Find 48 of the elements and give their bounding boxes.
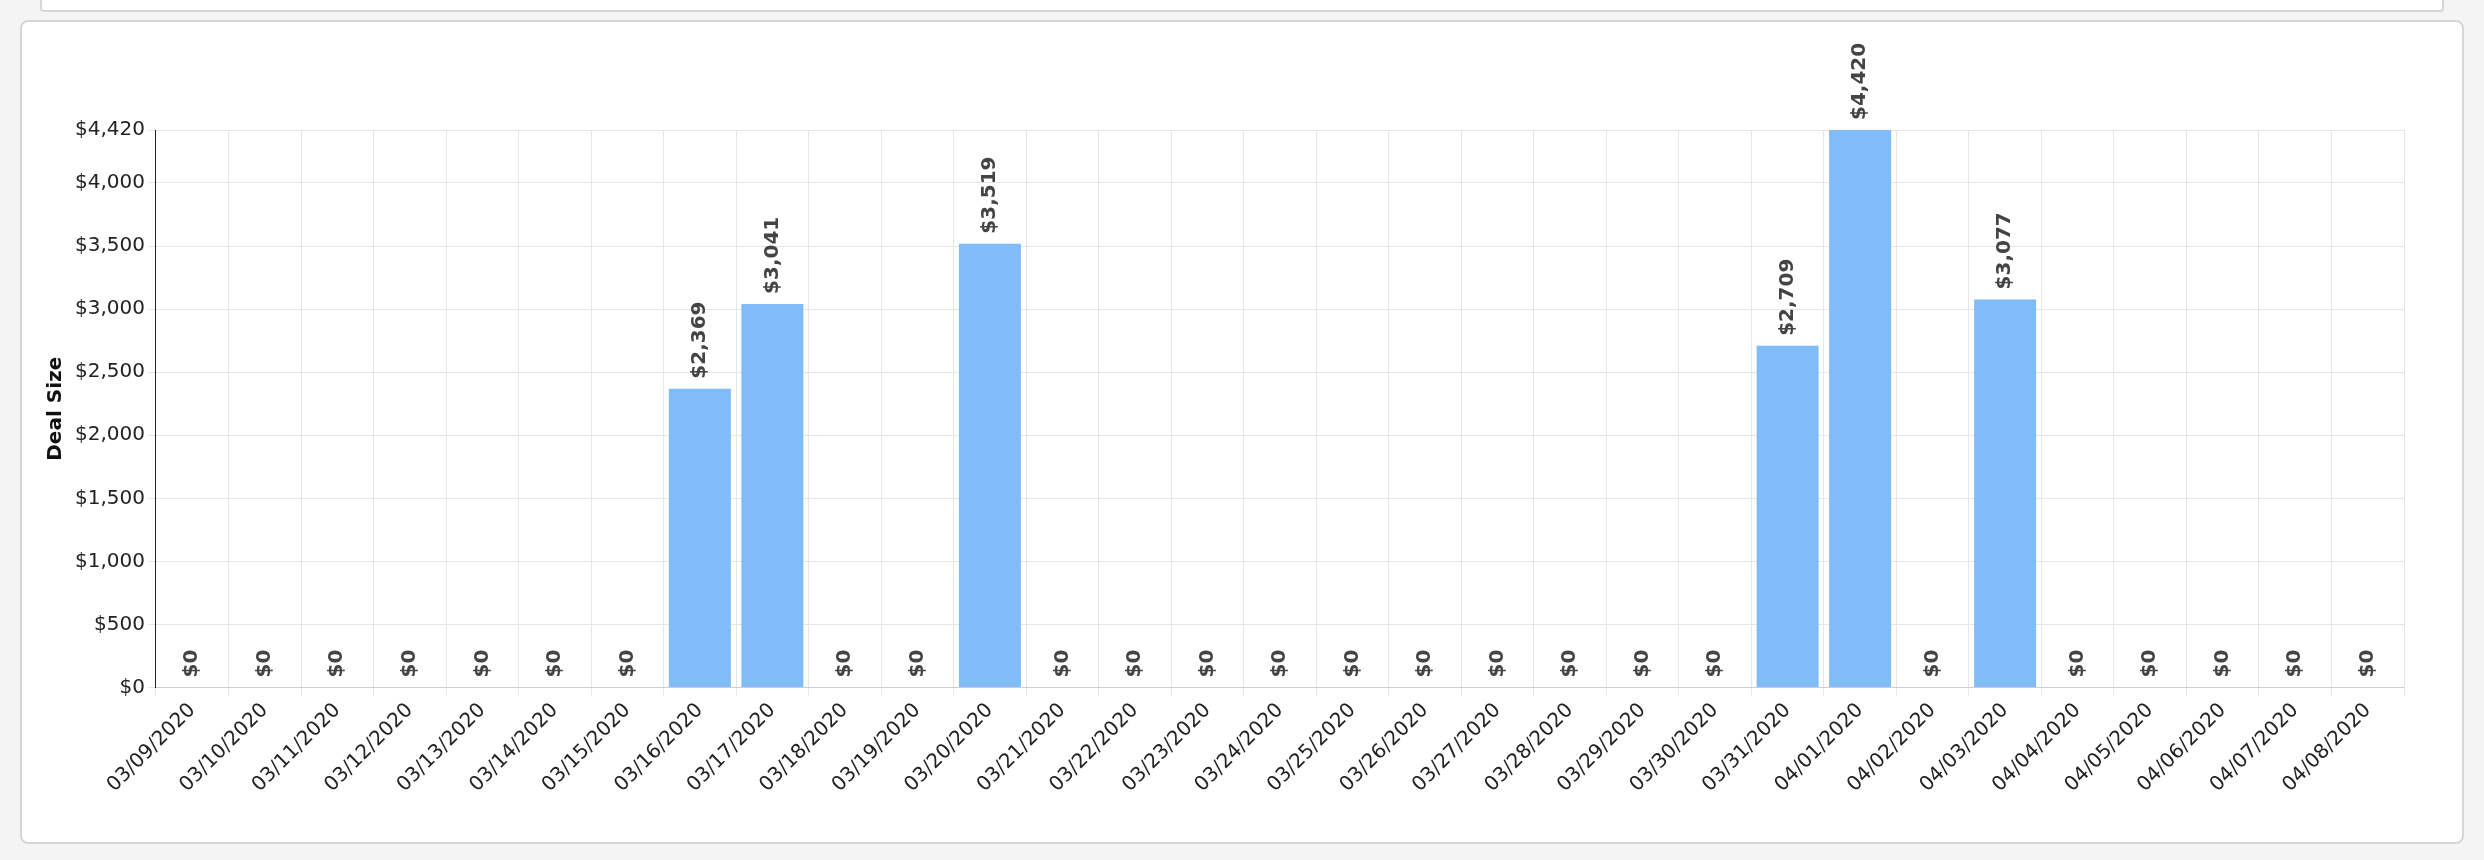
data-label: $0 [468,649,493,678]
data-label: $0 [1411,649,1436,678]
data-label: $0 [903,649,928,678]
data-label: $0 [2353,649,2378,678]
data-label: $3,519 [976,156,1001,234]
bar [1756,345,1819,688]
bar [958,243,1021,688]
y-tick-label: $3,500 [75,232,145,257]
y-tick-label: $1,500 [75,484,145,509]
data-label: $0 [541,649,566,678]
data-label: $0 [1701,649,1726,678]
y-tick-label: $1,000 [75,547,145,572]
data-label: $0 [831,649,856,678]
y-tick-label: $2,500 [75,358,145,383]
data-label: $0 [1266,649,1291,678]
data-label: $3,077 [1991,212,2016,290]
y-tick-label: $2,000 [75,421,145,446]
data-label: $0 [1338,649,1363,678]
data-label: $4,420 [1846,42,1871,120]
data-label: $0 [178,649,203,678]
data-label: $3,041 [758,216,783,294]
data-label: $0 [2208,649,2233,678]
data-label: $2,709 [1773,258,1798,336]
data-label: $0 [250,649,275,678]
bar [741,303,804,688]
data-label: $0 [1628,649,1653,678]
data-label: $0 [323,649,348,678]
data-label: $0 [2281,649,2306,678]
data-label: $0 [1193,649,1218,678]
y-tick-label: $4,420 [75,116,145,141]
y-tick-label: $0 [119,673,145,698]
y-axis-title: Deal Size [42,356,67,461]
bar [668,388,731,688]
y-tick-label: $4,000 [75,169,145,194]
y-tick-label: $3,000 [75,295,145,320]
data-label: $0 [395,649,420,678]
data-label: $0 [1556,649,1581,678]
data-label: $2,369 [686,301,711,379]
data-label: $0 [1048,649,1073,678]
data-label: $0 [2063,649,2088,678]
bar [1829,130,1892,688]
y-tick-label: $500 [94,610,145,635]
data-label: $0 [1918,649,1943,678]
data-label: $0 [1483,649,1508,678]
data-label: $0 [1121,649,1146,678]
data-label: $0 [2136,649,2161,678]
bar [1974,299,2037,688]
data-label: $0 [613,649,638,678]
